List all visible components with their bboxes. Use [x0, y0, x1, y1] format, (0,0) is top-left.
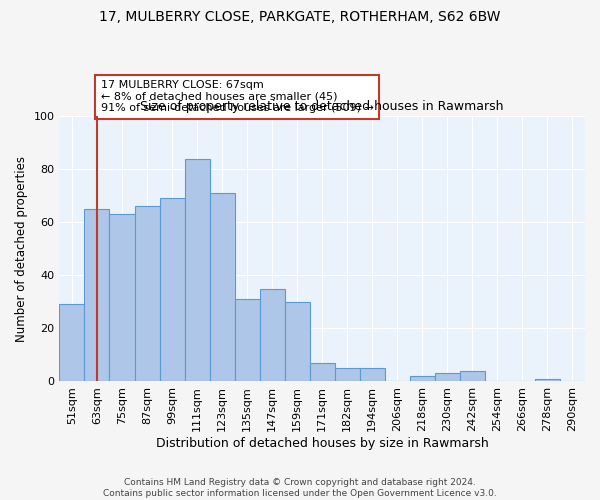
Text: Contains HM Land Registry data © Crown copyright and database right 2024.
Contai: Contains HM Land Registry data © Crown c…: [103, 478, 497, 498]
Bar: [535, 379, 560, 382]
Bar: [185, 158, 209, 382]
Bar: [59, 304, 85, 382]
Bar: [284, 302, 310, 382]
Title: Size of property relative to detached houses in Rawmarsh: Size of property relative to detached ho…: [140, 100, 504, 114]
Text: 17, MULBERRY CLOSE, PARKGATE, ROTHERHAM, S62 6BW: 17, MULBERRY CLOSE, PARKGATE, ROTHERHAM,…: [99, 10, 501, 24]
Text: 17 MULBERRY CLOSE: 67sqm
← 8% of detached houses are smaller (45)
91% of semi-de: 17 MULBERRY CLOSE: 67sqm ← 8% of detache…: [101, 80, 374, 114]
X-axis label: Distribution of detached houses by size in Rawmarsh: Distribution of detached houses by size …: [156, 437, 488, 450]
Y-axis label: Number of detached properties: Number of detached properties: [15, 156, 28, 342]
Bar: [134, 206, 160, 382]
Bar: [209, 193, 235, 382]
Bar: [410, 376, 435, 382]
Bar: [460, 371, 485, 382]
Bar: [335, 368, 360, 382]
Bar: [360, 368, 385, 382]
Bar: [435, 374, 460, 382]
Bar: [160, 198, 185, 382]
Bar: [109, 214, 134, 382]
Bar: [260, 288, 284, 382]
Bar: [85, 209, 109, 382]
Bar: [310, 363, 335, 382]
Bar: [235, 299, 260, 382]
